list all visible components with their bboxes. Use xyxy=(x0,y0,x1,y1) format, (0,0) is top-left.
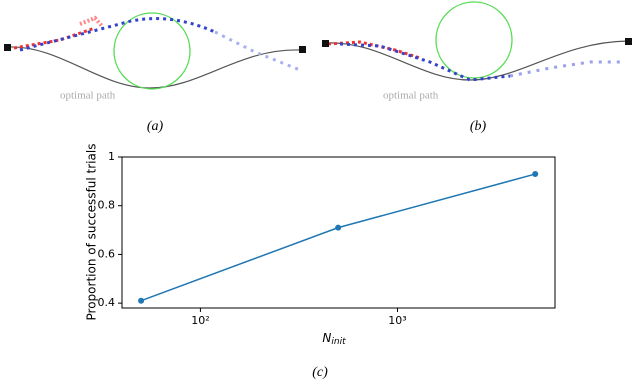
y-tick-label: 0.6 xyxy=(98,247,116,260)
line xyxy=(140,173,536,302)
point xyxy=(532,171,539,178)
goal xyxy=(625,38,632,45)
x-axis-label-sub: init xyxy=(331,337,346,347)
path-label: optimal path xyxy=(383,90,439,102)
obstacle xyxy=(113,12,191,90)
panel-b: optimal path (b) xyxy=(322,1,632,134)
y-tick-label: 0.8 xyxy=(98,199,116,212)
trajectory xyxy=(214,30,301,72)
obstacle xyxy=(435,1,513,79)
start xyxy=(4,44,11,51)
caption: (b) xyxy=(470,119,487,134)
path-label: optimal path xyxy=(60,90,116,102)
start xyxy=(322,40,329,47)
trajectory xyxy=(13,26,96,50)
optimal-path xyxy=(324,40,629,81)
trajectory xyxy=(339,42,511,82)
x-axis-label-main: N xyxy=(322,331,331,345)
y-axis-label: Proportion of successful trials xyxy=(85,144,99,321)
point xyxy=(138,297,145,304)
trajectory xyxy=(509,60,622,78)
chart: Proportion of successful trials Ninit (c… xyxy=(85,144,556,380)
x-axis-label: Ninit xyxy=(322,331,346,347)
trajectory xyxy=(79,15,104,28)
caption: (a) xyxy=(147,119,164,134)
x-tick-label: 10² xyxy=(191,314,209,327)
y-tick-label: 1 xyxy=(108,150,115,163)
plot-frame xyxy=(121,156,556,309)
caption: (c) xyxy=(312,365,328,380)
goal xyxy=(299,46,306,53)
panel-a: optimal path (a) xyxy=(4,12,306,134)
point xyxy=(335,224,342,231)
x-tick-label: 10³ xyxy=(388,314,406,327)
y-tick-label: 0.4 xyxy=(98,296,116,309)
optimal-path xyxy=(7,46,301,89)
